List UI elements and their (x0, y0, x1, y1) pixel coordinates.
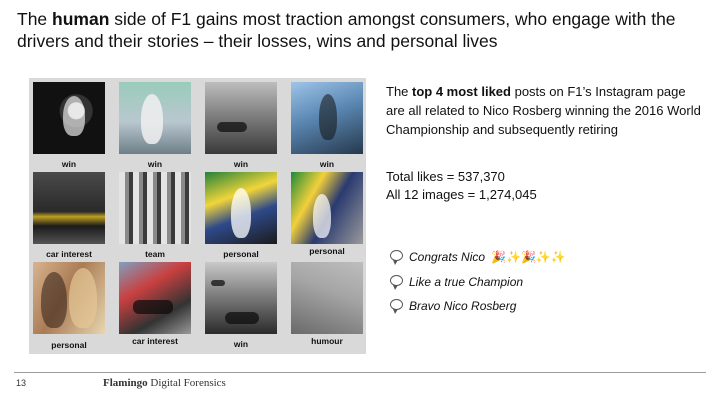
grid-tile[interactable]: win (205, 262, 277, 352)
tile-label: win (233, 159, 249, 169)
brand-logo: Flamingo Digital Forensics (103, 377, 226, 389)
footer-divider (14, 372, 706, 373)
comment-text: Like a true Champion (409, 275, 524, 289)
grid-tile[interactable]: personal (205, 172, 277, 262)
comment-item: Bravo Nico Rosberg (390, 298, 516, 314)
tile-label: car interest (132, 336, 178, 346)
photo-car-pitlane (119, 262, 191, 334)
slide-title: The human side of F1 gains most traction… (17, 9, 676, 51)
celebration-emoji-icons: 🎉✨🎉✨✨ (491, 250, 566, 264)
photo-track (205, 82, 277, 154)
grid-tile[interactable]: personal (33, 262, 105, 352)
photo-brazil-flag (291, 172, 363, 244)
grid-tile[interactable]: car interest (33, 172, 105, 262)
comment-text: Bravo Nico Rosberg (409, 299, 517, 313)
photo-podium-trophy (291, 82, 363, 154)
photo-mercedes-car (205, 262, 277, 334)
tile-label: personal (51, 340, 87, 350)
grid-tile[interactable]: win (291, 82, 363, 172)
grid-tile[interactable]: win (205, 82, 277, 172)
photo-driver-flag (205, 172, 277, 244)
tile-label: car interest (46, 249, 92, 259)
grid-tile[interactable]: humour (291, 262, 363, 352)
summary-emphasis: top 4 most liked (412, 84, 511, 99)
grid-tile[interactable]: win (33, 82, 105, 172)
grid-tile[interactable]: team (119, 172, 191, 262)
grid-tile[interactable]: win (119, 82, 191, 172)
title-emphasis: human (52, 9, 110, 29)
speech-bubble-icon (390, 275, 403, 290)
photo-grey-track (291, 262, 363, 334)
total-likes: Total likes = 537,370 (386, 169, 505, 184)
tile-label: win (319, 159, 335, 169)
grid-tile[interactable]: personal (291, 172, 363, 262)
tile-label: humour (311, 336, 343, 346)
image-grid: win win win win car interest team person… (29, 78, 366, 354)
tile-label: team (145, 249, 165, 259)
tile-label: win (147, 159, 163, 169)
photo-team-group (119, 172, 191, 244)
page-number: 13 (16, 378, 27, 388)
tile-label: personal (223, 249, 259, 259)
grid-tile[interactable]: car interest (119, 262, 191, 352)
photo-rosberg-trophy (33, 82, 105, 154)
speech-bubble-icon (390, 299, 403, 314)
comment-item: Like a true Champion (390, 274, 523, 290)
tile-label: win (61, 159, 77, 169)
photo-couple (33, 262, 105, 334)
photo-yellow-car (33, 172, 105, 244)
likes-totals: Total likes = 537,370 All 12 images = 1,… (386, 168, 706, 204)
tile-label: win (233, 339, 249, 349)
comment-item: Congrats Nico 🎉✨🎉✨✨ (390, 249, 566, 265)
all-images-likes: All 12 images = 1,274,045 (386, 187, 537, 202)
top-posts-summary: The top 4 most liked posts on F1’s Insta… (386, 84, 701, 137)
comment-text: Congrats Nico (409, 250, 486, 264)
photo-celebration (119, 82, 191, 154)
speech-bubble-icon (390, 250, 403, 265)
tile-label: personal (309, 246, 345, 256)
